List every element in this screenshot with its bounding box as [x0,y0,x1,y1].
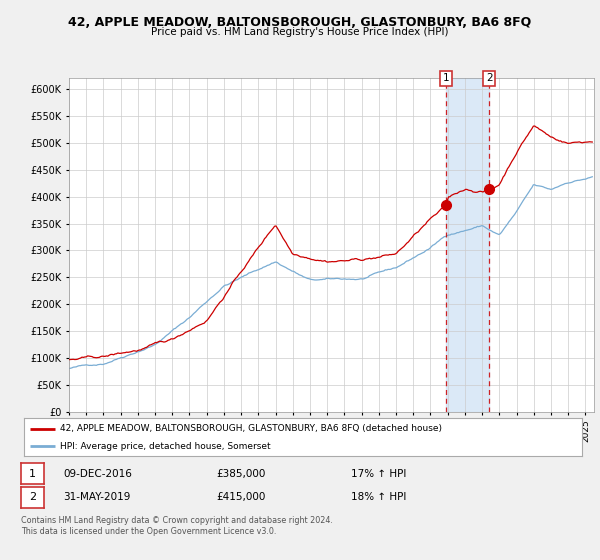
Text: 2: 2 [486,73,493,83]
Text: 42, APPLE MEADOW, BALTONSBOROUGH, GLASTONBURY, BA6 8FQ (detached house): 42, APPLE MEADOW, BALTONSBOROUGH, GLASTO… [60,424,442,433]
Text: £385,000: £385,000 [216,469,265,479]
Text: 1: 1 [443,73,449,83]
Text: 1: 1 [29,469,36,479]
Bar [446,78,490,412]
Text: 17% ↑ HPI: 17% ↑ HPI [351,469,406,479]
Text: £415,000: £415,000 [216,492,265,502]
Text: 09-DEC-2016: 09-DEC-2016 [63,469,132,479]
Text: 31-MAY-2019: 31-MAY-2019 [63,492,130,502]
Text: Contains HM Land Registry data © Crown copyright and database right 2024.
This d: Contains HM Land Registry data © Crown c… [21,516,333,536]
Text: 2: 2 [29,492,36,502]
Text: Price paid vs. HM Land Registry's House Price Index (HPI): Price paid vs. HM Land Registry's House … [151,27,449,37]
Text: 42, APPLE MEADOW, BALTONSBOROUGH, GLASTONBURY, BA6 8FQ: 42, APPLE MEADOW, BALTONSBOROUGH, GLASTO… [68,16,532,29]
Text: 18% ↑ HPI: 18% ↑ HPI [351,492,406,502]
Text: HPI: Average price, detached house, Somerset: HPI: Average price, detached house, Some… [60,442,271,451]
